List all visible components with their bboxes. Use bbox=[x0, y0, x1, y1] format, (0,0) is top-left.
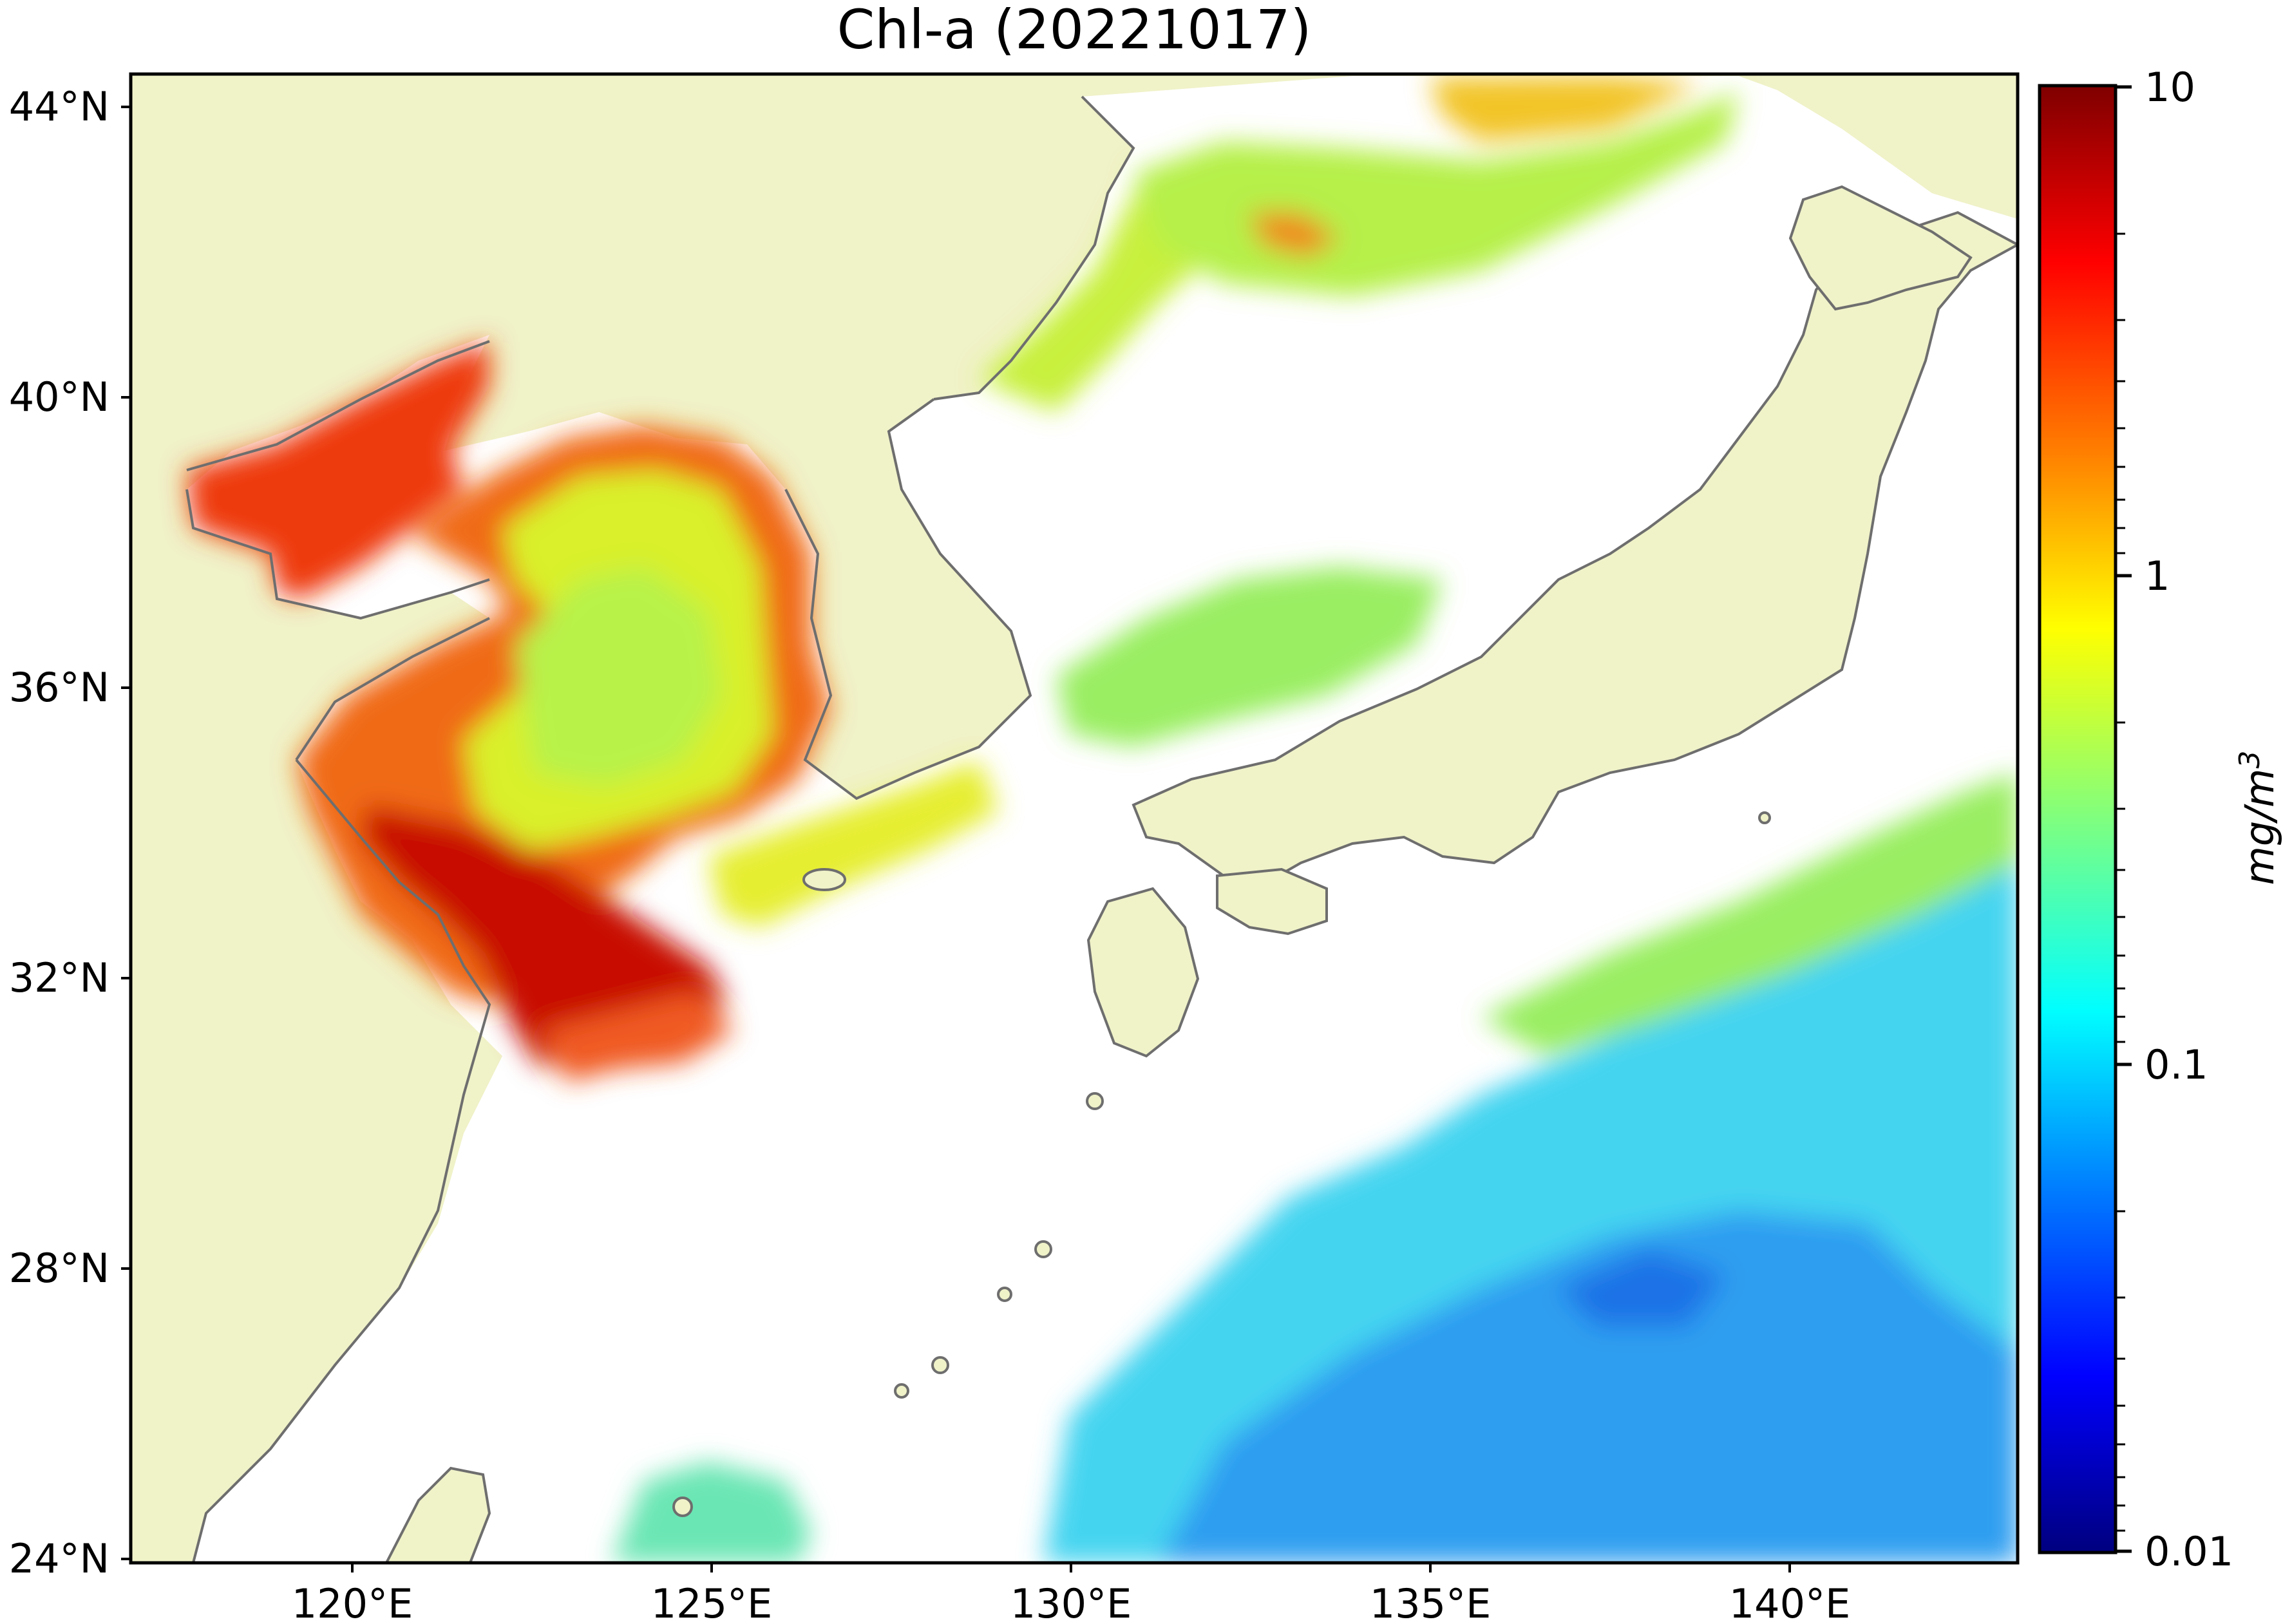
lon-tick-label: 140°E bbox=[1729, 1580, 1851, 1624]
hokkaido-land bbox=[1788, 185, 1973, 311]
lat-tick-label: 24°N bbox=[9, 1535, 109, 1582]
colorbar-gradient bbox=[2040, 86, 2116, 1553]
colorbar-tick-label: 0.1 bbox=[2145, 1041, 2208, 1088]
longitude-axis: 120°E 125°E 130°E 135°E 140°E bbox=[292, 1563, 1851, 1624]
lon-tick-label: 120°E bbox=[292, 1580, 413, 1624]
unit-exponent: 3 bbox=[2233, 750, 2266, 768]
unit-text: mg/m bbox=[2236, 768, 2283, 885]
chlorophyll-field bbox=[187, 76, 2018, 1563]
lat-tick-label: 28°N bbox=[9, 1245, 109, 1292]
colorbar-unit-label: mg/m3 bbox=[2233, 750, 2283, 885]
lat-tick-label: 32°N bbox=[9, 954, 109, 1001]
lon-tick-label: 125°E bbox=[651, 1580, 773, 1624]
map-title: Chl-a (20221017) bbox=[837, 0, 1312, 61]
map-panel bbox=[131, 74, 2018, 1563]
lon-tick-label: 130°E bbox=[1010, 1580, 1132, 1624]
coastline bbox=[185, 95, 1135, 1563]
colorbar-tick-label: 0.01 bbox=[2145, 1528, 2233, 1575]
lon-tick-label: 135°E bbox=[1370, 1580, 1492, 1624]
taiwan-land bbox=[384, 1466, 491, 1563]
latitude-axis: 44°N 40°N 36°N 32°N 28°N 24°N bbox=[9, 83, 131, 1582]
shikoku-land bbox=[1216, 867, 1328, 936]
colorbar-tick-label: 10 bbox=[2145, 64, 2195, 111]
lat-tick-label: 44°N bbox=[9, 83, 109, 130]
lat-tick-label: 40°N bbox=[9, 373, 109, 420]
map-frame bbox=[129, 72, 2020, 1565]
colorbar: 10 1 0.1 0.01 mg/m3 bbox=[2038, 64, 2283, 1575]
colorbar-frame bbox=[2038, 84, 2117, 1554]
kyushu-land bbox=[1086, 887, 1200, 1058]
lat-tick-label: 36°N bbox=[9, 664, 109, 711]
island-chain bbox=[672, 811, 1771, 1517]
colorbar-tick-label: 1 bbox=[2145, 552, 2170, 600]
